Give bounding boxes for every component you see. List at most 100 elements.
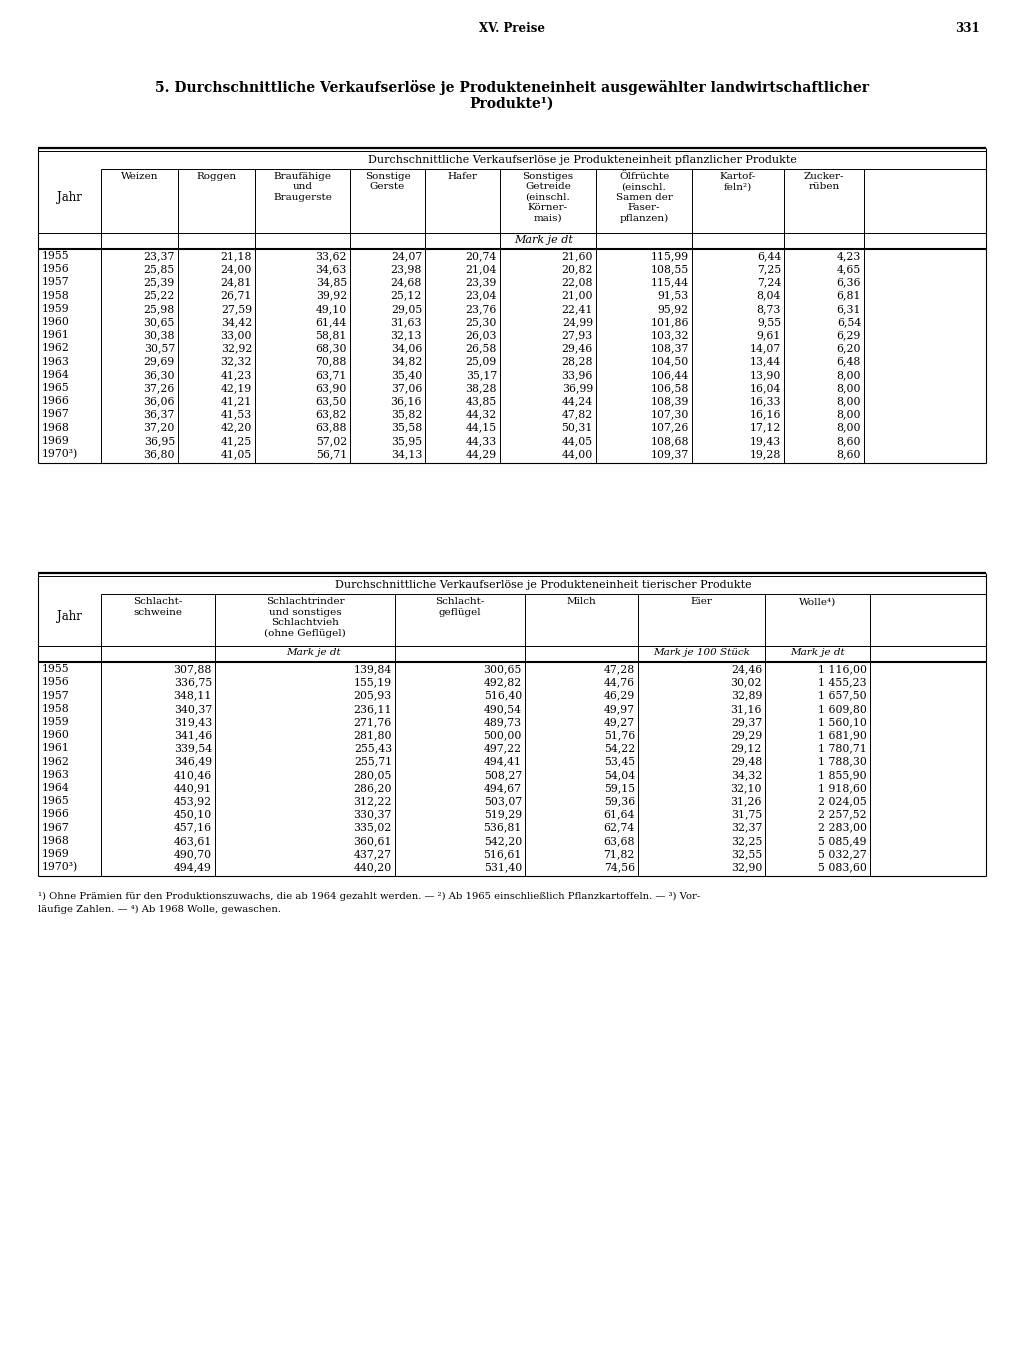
Text: 41,21: 41,21 bbox=[220, 396, 252, 407]
Text: 1964: 1964 bbox=[42, 783, 70, 793]
Text: 71,82: 71,82 bbox=[603, 849, 635, 860]
Text: 1955: 1955 bbox=[42, 664, 70, 675]
Text: XV. Preise: XV. Preise bbox=[479, 22, 545, 35]
Text: 500,00: 500,00 bbox=[483, 730, 522, 740]
Text: 34,13: 34,13 bbox=[390, 449, 422, 460]
Text: 25,12: 25,12 bbox=[390, 291, 422, 301]
Text: 1968: 1968 bbox=[42, 423, 70, 432]
Text: 36,99: 36,99 bbox=[562, 384, 593, 393]
Text: 35,40: 35,40 bbox=[391, 370, 422, 379]
Text: 31,16: 31,16 bbox=[730, 704, 762, 714]
Text: 330,37: 330,37 bbox=[353, 809, 392, 819]
Text: 33,96: 33,96 bbox=[561, 370, 593, 379]
Text: 19,28: 19,28 bbox=[750, 449, 781, 460]
Text: 34,42: 34,42 bbox=[221, 317, 252, 326]
Text: 33,62: 33,62 bbox=[315, 252, 347, 261]
Text: 29,29: 29,29 bbox=[731, 730, 762, 740]
Text: 339,54: 339,54 bbox=[174, 744, 212, 753]
Text: 43,85: 43,85 bbox=[466, 396, 497, 407]
Text: 6,48: 6,48 bbox=[837, 356, 861, 367]
Text: 531,40: 531,40 bbox=[483, 862, 522, 872]
Text: 108,39: 108,39 bbox=[650, 396, 689, 407]
Text: Mark je dt: Mark je dt bbox=[791, 649, 845, 657]
Text: 1970³): 1970³) bbox=[42, 449, 78, 460]
Text: 13,44: 13,44 bbox=[750, 356, 781, 367]
Text: 1 455,23: 1 455,23 bbox=[818, 677, 867, 687]
Text: 1963: 1963 bbox=[42, 770, 70, 779]
Text: 2 283,00: 2 283,00 bbox=[818, 823, 867, 832]
Text: 54,22: 54,22 bbox=[604, 744, 635, 753]
Text: 16,16: 16,16 bbox=[750, 409, 781, 419]
Text: 286,20: 286,20 bbox=[353, 783, 392, 793]
Text: 1957: 1957 bbox=[42, 277, 70, 287]
Text: 280,05: 280,05 bbox=[353, 770, 392, 779]
Text: 32,92: 32,92 bbox=[220, 343, 252, 354]
Text: 44,76: 44,76 bbox=[604, 677, 635, 687]
Text: 312,22: 312,22 bbox=[353, 796, 392, 806]
Text: 1965: 1965 bbox=[42, 796, 70, 806]
Text: 26,03: 26,03 bbox=[466, 330, 497, 340]
Text: 61,64: 61,64 bbox=[603, 809, 635, 819]
Text: 1 560,10: 1 560,10 bbox=[818, 717, 867, 728]
Text: 1966: 1966 bbox=[42, 396, 70, 407]
Text: 492,82: 492,82 bbox=[483, 677, 522, 687]
Text: Hafer: Hafer bbox=[447, 171, 477, 181]
Text: 8,00: 8,00 bbox=[837, 384, 861, 393]
Text: 1 116,00: 1 116,00 bbox=[818, 664, 867, 675]
Text: 26,58: 26,58 bbox=[466, 343, 497, 354]
Text: 24,68: 24,68 bbox=[390, 277, 422, 287]
Text: 2 024,05: 2 024,05 bbox=[818, 796, 867, 806]
Text: Durchschnittliche Verkaufserlöse je Produkteneinheit pflanzlicher Produkte: Durchschnittliche Verkaufserlöse je Prod… bbox=[368, 155, 797, 165]
Text: 341,46: 341,46 bbox=[174, 730, 212, 740]
Text: 62,74: 62,74 bbox=[604, 823, 635, 832]
Text: 108,68: 108,68 bbox=[650, 435, 689, 446]
Text: 30,02: 30,02 bbox=[730, 677, 762, 687]
Text: 25,30: 25,30 bbox=[466, 317, 497, 326]
Text: 35,17: 35,17 bbox=[466, 370, 497, 379]
Text: 70,88: 70,88 bbox=[315, 356, 347, 367]
Text: 29,48: 29,48 bbox=[731, 756, 762, 767]
Text: Eier: Eier bbox=[690, 597, 713, 607]
Text: 23,37: 23,37 bbox=[143, 252, 175, 261]
Text: 16,33: 16,33 bbox=[750, 396, 781, 407]
Text: 23,39: 23,39 bbox=[466, 277, 497, 287]
Text: Roggen: Roggen bbox=[197, 171, 237, 181]
Text: 34,32: 34,32 bbox=[731, 770, 762, 779]
Text: Ölfrüchte
(einschl.
Samen der
Faser-
pflanzen): Ölfrüchte (einschl. Samen der Faser- pfl… bbox=[615, 171, 673, 223]
Text: 68,30: 68,30 bbox=[315, 343, 347, 354]
Text: 1962: 1962 bbox=[42, 756, 70, 767]
Text: 35,58: 35,58 bbox=[391, 423, 422, 432]
Text: 108,55: 108,55 bbox=[650, 264, 689, 275]
Text: 6,54: 6,54 bbox=[837, 317, 861, 326]
Text: 30,65: 30,65 bbox=[143, 317, 175, 326]
Text: 22,08: 22,08 bbox=[561, 277, 593, 287]
Text: 37,20: 37,20 bbox=[143, 423, 175, 432]
Text: 103,32: 103,32 bbox=[650, 330, 689, 340]
Text: 6,36: 6,36 bbox=[837, 277, 861, 287]
Text: 490,54: 490,54 bbox=[484, 704, 522, 714]
Text: 6,81: 6,81 bbox=[837, 291, 861, 301]
Text: 6,20: 6,20 bbox=[837, 343, 861, 354]
Text: 7,25: 7,25 bbox=[757, 264, 781, 275]
Text: 37,26: 37,26 bbox=[143, 384, 175, 393]
Text: 36,80: 36,80 bbox=[143, 449, 175, 460]
Text: 281,80: 281,80 bbox=[353, 730, 392, 740]
Text: 1960: 1960 bbox=[42, 730, 70, 740]
Text: 91,53: 91,53 bbox=[657, 291, 689, 301]
Text: 2 257,52: 2 257,52 bbox=[818, 809, 867, 819]
Text: 32,37: 32,37 bbox=[731, 823, 762, 832]
Text: 50,31: 50,31 bbox=[561, 423, 593, 432]
Text: 5. Durchschnittliche Verkaufserlöse je Produkteneinheit ausgewählter landwirtsch: 5. Durchschnittliche Verkaufserlöse je P… bbox=[155, 80, 869, 95]
Text: 37,06: 37,06 bbox=[390, 384, 422, 393]
Text: Zucker-
rüben: Zucker- rüben bbox=[804, 171, 844, 192]
Text: 49,27: 49,27 bbox=[604, 717, 635, 728]
Text: Schlachtrinder
und sonstiges
Schlachtvieh
(ohne Geflügel): Schlachtrinder und sonstiges Schlachtvie… bbox=[264, 597, 346, 638]
Text: 489,73: 489,73 bbox=[484, 717, 522, 728]
Text: 440,91: 440,91 bbox=[174, 783, 212, 793]
Text: 29,37: 29,37 bbox=[731, 717, 762, 728]
Text: 30,57: 30,57 bbox=[143, 343, 175, 354]
Text: 63,88: 63,88 bbox=[315, 423, 347, 432]
Text: 346,49: 346,49 bbox=[174, 756, 212, 767]
Text: 155,19: 155,19 bbox=[354, 677, 392, 687]
Text: 236,11: 236,11 bbox=[353, 704, 392, 714]
